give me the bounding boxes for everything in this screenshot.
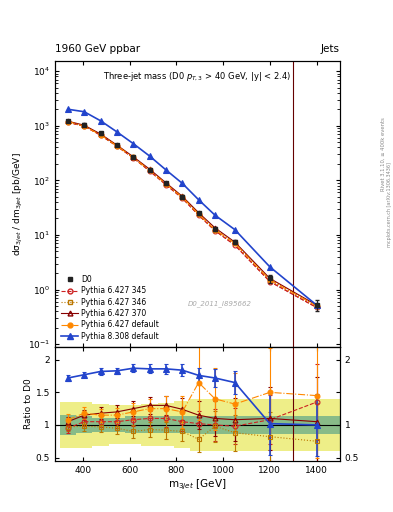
Text: mcplots.cern.ch [arXiv:1306.3436]: mcplots.cern.ch [arXiv:1306.3436] xyxy=(387,162,391,247)
Legend: D0, Pythia 6.427 345, Pythia 6.427 346, Pythia 6.427 370, Pythia 6.427 default, : D0, Pythia 6.427 345, Pythia 6.427 346, … xyxy=(59,273,161,343)
Y-axis label: dσ$_{3jet}$ / dm$_{3jet}$ [pb/GeV]: dσ$_{3jet}$ / dm$_{3jet}$ [pb/GeV] xyxy=(12,152,25,256)
Text: Jets: Jets xyxy=(321,44,340,54)
X-axis label: m$_{3jet}$ [GeV]: m$_{3jet}$ [GeV] xyxy=(168,477,227,492)
Text: Rivet 3.1.10, ≥ 400k events: Rivet 3.1.10, ≥ 400k events xyxy=(381,117,386,190)
Text: 1960 GeV ppbar: 1960 GeV ppbar xyxy=(55,44,140,54)
Text: Three-jet mass (D0 $p_{T,3}$ > 40 GeV, |y| < 2.4): Three-jet mass (D0 $p_{T,3}$ > 40 GeV, |… xyxy=(103,70,292,83)
Y-axis label: Ratio to D0: Ratio to D0 xyxy=(24,378,33,429)
Text: D0_2011_I895662: D0_2011_I895662 xyxy=(188,301,252,307)
